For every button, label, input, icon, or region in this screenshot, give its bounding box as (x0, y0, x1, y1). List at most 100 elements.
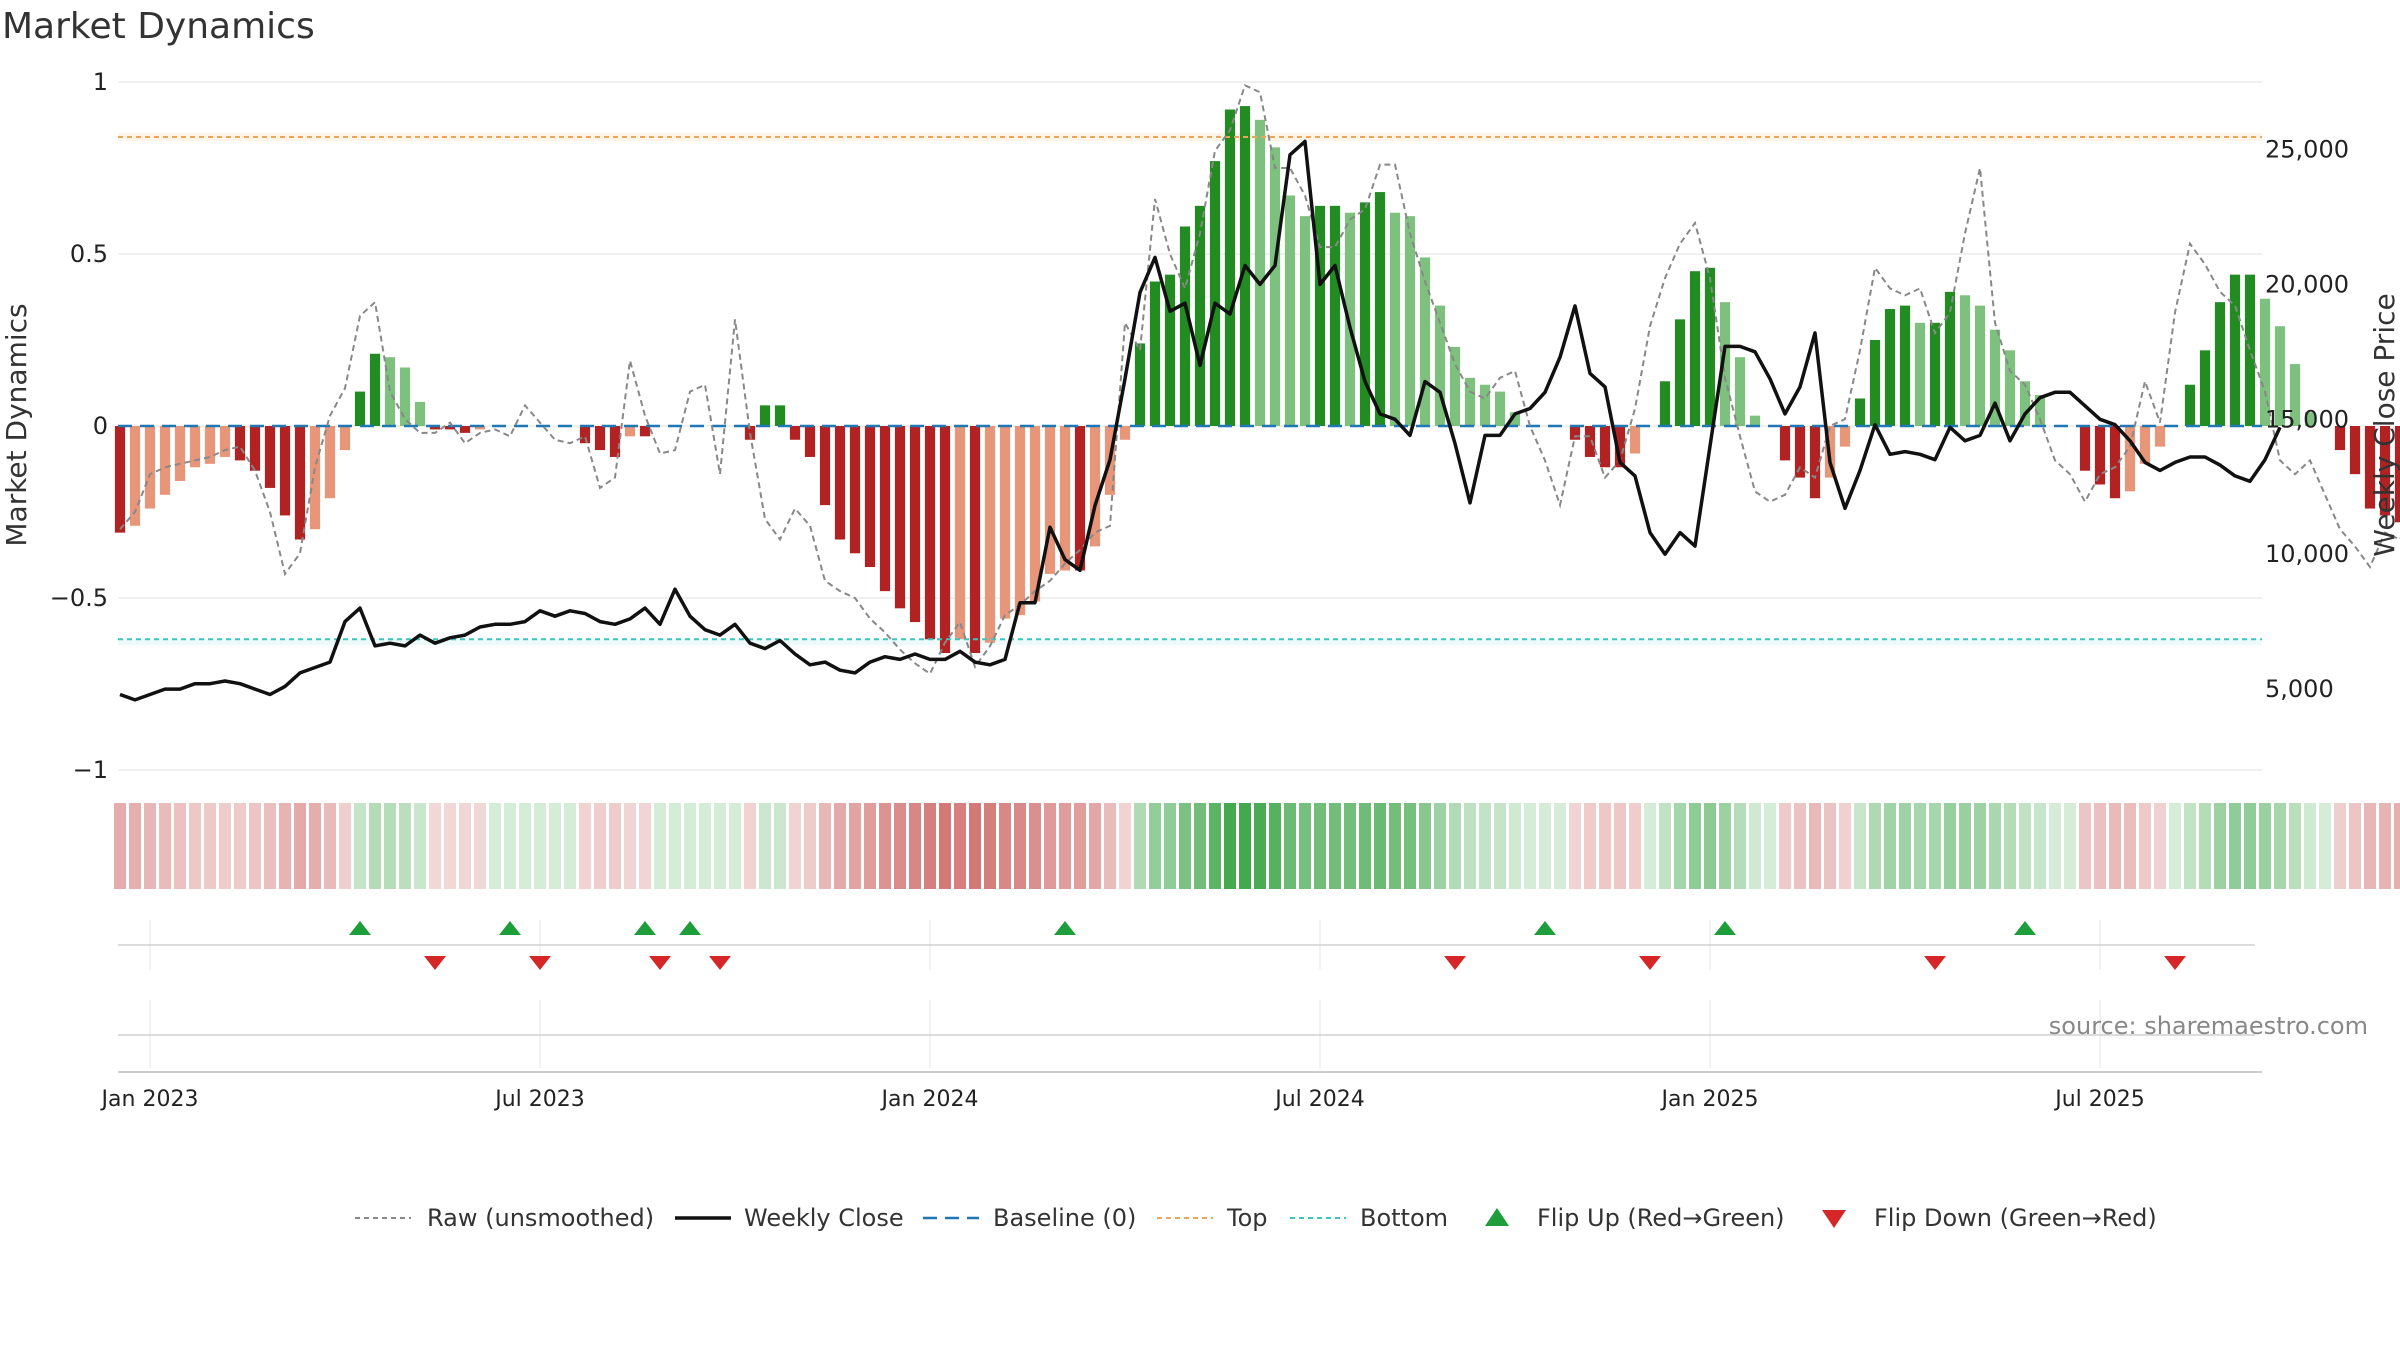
md-bar (1749, 415, 1761, 426)
md-bar (1704, 267, 1716, 426)
md-bar (1674, 319, 1686, 426)
regime-cell (1944, 803, 1956, 889)
md-bar (1794, 426, 1806, 478)
regime-strip (114, 803, 2400, 889)
md-bar (609, 426, 621, 457)
regime-cell (1794, 803, 1806, 889)
md-bar (309, 426, 321, 530)
regime-cell (2259, 803, 2271, 889)
regime-cell (1524, 803, 1536, 889)
md-bar (1734, 357, 1746, 426)
raw-line (119, 84, 2400, 676)
y-tick-label: 0.5 (70, 240, 108, 268)
regime-cell (639, 803, 651, 889)
regime-cell (1374, 803, 1386, 889)
regime-cell (804, 803, 816, 889)
regime-cell (1734, 803, 1746, 889)
md-bar (2274, 326, 2286, 426)
regime-cell (519, 803, 531, 889)
regime-cell (729, 803, 741, 889)
regime-cell (1134, 803, 1146, 889)
md-bar (1494, 391, 1506, 426)
regime-cell (339, 803, 351, 889)
flip-up-marker (2014, 921, 2036, 935)
flip-up-marker (499, 921, 521, 935)
regime-cell (1359, 803, 1371, 889)
y2-tick-label: 10,000 (2265, 540, 2349, 568)
md-bar (2139, 426, 2151, 464)
regime-cell (564, 803, 576, 889)
regime-cell (189, 803, 201, 889)
regime-cell (384, 803, 396, 889)
regime-cell (429, 803, 441, 889)
regime-cell (1689, 803, 1701, 889)
regime-cell (1419, 803, 1431, 889)
regime-cell (849, 803, 861, 889)
md-bar (939, 426, 951, 654)
md-bar (1659, 381, 1671, 426)
md-bar (804, 426, 816, 457)
regime-cell (1824, 803, 1836, 889)
md-bar (384, 357, 396, 426)
md-bar (1209, 161, 1221, 426)
md-bar (1599, 426, 1611, 468)
regime-cell (174, 803, 186, 889)
md-bar (474, 426, 486, 430)
regime-cell (2214, 803, 2226, 889)
md-bar (159, 426, 171, 495)
md-bar (279, 426, 291, 516)
md-bar (594, 426, 606, 451)
md-bar (1809, 426, 1821, 499)
md-bar (174, 426, 186, 482)
md-bar (1194, 205, 1206, 426)
regime-cell (1209, 803, 1221, 889)
regime-cell (2199, 803, 2211, 889)
x-tick-label: Jul 2025 (2053, 1087, 2145, 1112)
md-bar (1074, 426, 1086, 571)
md-bar (1914, 322, 1926, 426)
regime-cell (1599, 803, 1611, 889)
legend-label: Raw (unsmoothed) (427, 1204, 654, 1232)
x-tick-label: Jul 2023 (493, 1087, 585, 1112)
regime-cell (2019, 803, 2031, 889)
lines-layer (118, 84, 2400, 702)
md-bar (864, 426, 876, 568)
regime-cell (744, 803, 756, 889)
md-bar (2229, 274, 2241, 426)
y2-axis-label: Weekly Close Price (2368, 293, 2400, 556)
flip-down-marker (424, 956, 446, 970)
md-bar (444, 426, 456, 430)
md-bar (2214, 302, 2226, 426)
flip-down-marker (649, 956, 671, 970)
md-bar (1374, 192, 1386, 426)
legend-label: Flip Up (Red→Green) (1537, 1204, 1785, 1232)
regime-cell (1254, 803, 1266, 889)
md-bar (639, 426, 651, 437)
regime-cell (444, 803, 456, 889)
md-bar (1419, 257, 1431, 426)
md-bar (774, 405, 786, 426)
regime-cell (834, 803, 846, 889)
md-bar (1584, 426, 1596, 457)
md-bar (2004, 350, 2016, 426)
md-bar (144, 426, 156, 509)
regime-cell (879, 803, 891, 889)
md-bar (1179, 226, 1191, 426)
regime-cell (2229, 803, 2241, 889)
regime-cell (2289, 803, 2301, 889)
md-bar (909, 426, 921, 623)
md-bar (249, 426, 261, 471)
md-bar (2289, 364, 2301, 426)
regime-cell (1074, 803, 1086, 889)
regime-cell (609, 803, 621, 889)
md-bar (2379, 426, 2391, 516)
regime-cell (864, 803, 876, 889)
md-bar (369, 353, 381, 426)
md-bar (294, 426, 306, 540)
regime-cell (2124, 803, 2136, 889)
md-bar (1479, 384, 1491, 426)
md-bar (1164, 274, 1176, 426)
regime-cell (1674, 803, 1686, 889)
regime-cell (369, 803, 381, 889)
